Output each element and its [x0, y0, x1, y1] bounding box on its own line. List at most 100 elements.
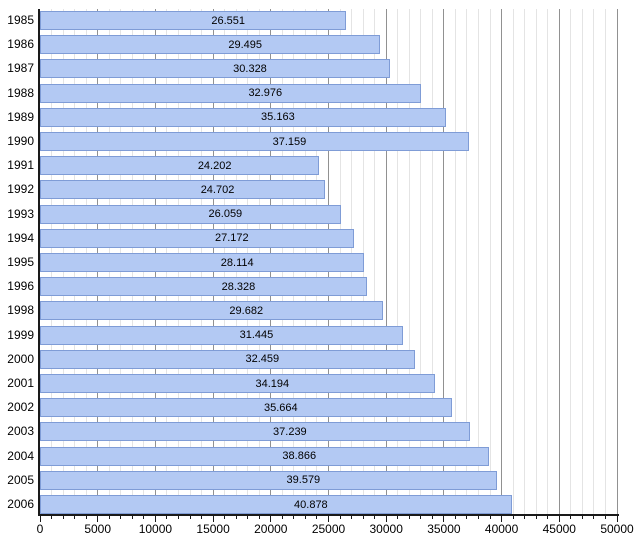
gridline-minor: [604, 9, 606, 514]
y-axis-label-1987: 1987: [7, 61, 34, 76]
x-tick-label-40000: 40000: [484, 522, 519, 535]
x-tick-label-30000: 30000: [369, 522, 403, 535]
x-tick-minor: [362, 516, 364, 519]
x-axis: 0 5000 10000 15000 20000 25000 30000 35000 40000…: [37, 516, 634, 535]
x-tick-major: [443, 516, 445, 522]
x-tick-label-10000: 10000: [138, 522, 173, 535]
x-tick-major: [270, 516, 272, 522]
y-axis-label-1993: 1993: [7, 206, 34, 221]
y-axis-label-1992: 1992: [7, 182, 34, 197]
gridline-minor: [431, 9, 433, 514]
x-tick-minor: [143, 516, 145, 519]
x-tick-minor: [420, 516, 422, 519]
gridline-major: [385, 9, 387, 514]
bar-2003: 37.239: [40, 422, 470, 442]
x-tick-label-20000: 20000: [254, 522, 288, 535]
gridline-minor: [466, 9, 468, 514]
x-tick-major: [39, 516, 41, 522]
bar-value-label: 39.579: [286, 474, 321, 487]
x-tick-major: [616, 516, 618, 522]
gridline-minor: [420, 9, 422, 514]
y-axis-label-2001: 2001: [7, 376, 34, 390]
y-axis-label-2003: 2003: [7, 424, 34, 439]
bar-value-label: 24.702: [200, 183, 235, 196]
y-axis-line: [38, 9, 40, 516]
x-tick-minor: [166, 516, 168, 519]
x-tick-minor: [339, 516, 341, 519]
x-tick-minor: [189, 516, 191, 519]
y-axis-label-1986: 1986: [7, 37, 34, 52]
gridline-minor: [374, 9, 376, 514]
bar-1987: 30.328: [40, 59, 390, 79]
bar-value-label: 29.682: [229, 304, 264, 317]
y-axis-label-1998: 1998: [7, 303, 34, 318]
x-tick-minor: [397, 516, 399, 519]
y-axis-label-1990: 1990: [7, 134, 34, 148]
bar-value-label: 24.202: [197, 159, 232, 172]
bar-value-label: 31.445: [239, 329, 274, 342]
bar-value-label: 35.163: [261, 111, 295, 124]
gridline-minor: [524, 9, 526, 514]
x-tick-minor: [108, 516, 110, 519]
x-tick-major: [97, 516, 99, 522]
x-tick-minor: [478, 516, 480, 519]
y-axis-label-1994: 1994: [7, 230, 34, 245]
bar-1991: 24.202: [40, 156, 320, 176]
gridline-minor: [512, 9, 514, 514]
x-tick-minor: [547, 516, 549, 519]
gridline-major: [501, 9, 503, 514]
x-tick-minor: [593, 516, 595, 519]
x-tick-minor: [535, 516, 537, 519]
y-axis-label-1991: 1991: [7, 158, 34, 173]
bar-2006: 40.878: [40, 495, 512, 514]
bar-1994: 27.172: [40, 228, 354, 248]
bar-1989: 35.163: [40, 107, 446, 127]
x-tick-major: [154, 516, 156, 522]
gridline-minor: [547, 9, 549, 514]
x-tick-minor: [131, 516, 133, 519]
bar-value-label: 35.664: [263, 401, 298, 414]
x-tick-minor: [570, 516, 572, 519]
gridline-minor: [570, 9, 572, 514]
x-tick-minor: [281, 516, 283, 519]
y-axis-label-1996: 1996: [7, 279, 34, 294]
bar-1990: 37.159: [40, 132, 469, 151]
x-tick-minor: [581, 516, 583, 519]
x-tick-minor: [62, 516, 64, 519]
x-tick-label-50000: 50000: [600, 522, 634, 535]
bar-1992: 24.702: [40, 180, 326, 200]
bar-1986: 29.495: [40, 35, 381, 55]
x-axis-line: [38, 514, 619, 516]
x-tick-minor: [316, 516, 318, 519]
gridline-minor: [593, 9, 595, 514]
bar-value-label: 40.878: [294, 498, 328, 511]
x-tick-minor: [374, 516, 376, 519]
bar-2005: 39.579: [40, 470, 497, 490]
bar-1993: 26.059: [40, 204, 341, 224]
x-tick-minor: [489, 516, 491, 519]
x-tick-minor: [235, 516, 237, 519]
bar-value-label: 28.114: [220, 256, 254, 269]
x-tick-minor: [408, 516, 410, 519]
y-axis-label-2002: 2002: [7, 400, 34, 415]
bar-value-label: 28.328: [221, 280, 256, 293]
x-tick-minor: [466, 516, 468, 519]
x-tick-minor: [74, 516, 76, 519]
gridline-minor: [535, 9, 537, 514]
bar-2000: 32.459: [40, 349, 415, 369]
gridline-minor: [489, 9, 491, 514]
x-tick-minor: [293, 516, 295, 519]
x-tick-minor: [85, 516, 87, 519]
bar-1999: 31.445: [40, 325, 403, 345]
bar-value-label: 32.459: [245, 353, 280, 366]
bar-value-label: 34.194: [255, 377, 290, 390]
x-tick-major: [558, 516, 560, 522]
bar-value-label: 37.239: [273, 425, 307, 438]
y-axis-labels: 1985 1986 1987 1988 1989 1990 1991 1992 1993 1994…: [0, 9, 34, 514]
bar-value-label: 27.172: [214, 232, 249, 245]
x-tick-major: [212, 516, 214, 522]
y-axis-label-1989: 1989: [7, 109, 34, 124]
x-tick-label-15000: 15000: [196, 522, 230, 535]
gridline-minor: [454, 9, 456, 514]
